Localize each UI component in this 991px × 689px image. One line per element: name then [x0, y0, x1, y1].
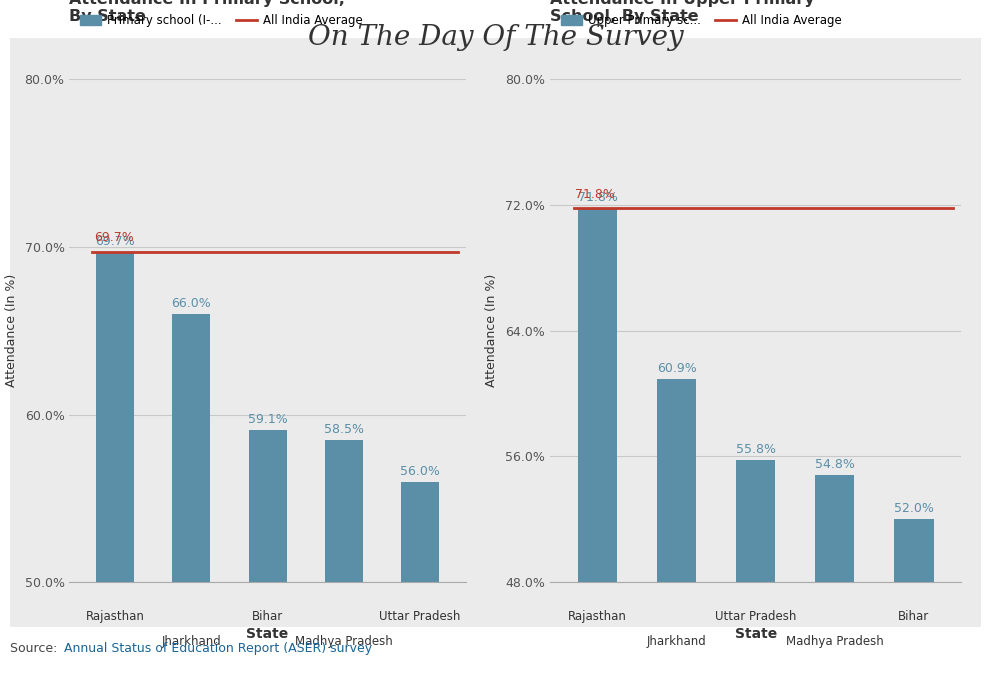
Text: Attendance In Primary School,
By State: Attendance In Primary School, By State: [69, 0, 345, 24]
Text: 66.0%: 66.0%: [171, 297, 211, 310]
Text: 69.7%: 69.7%: [94, 232, 134, 245]
Text: 59.1%: 59.1%: [248, 413, 287, 426]
Bar: [325, 440, 363, 689]
Bar: [657, 380, 697, 689]
Bar: [894, 520, 934, 689]
Bar: [249, 430, 286, 689]
Text: Jharkhand: Jharkhand: [647, 635, 707, 648]
Text: 60.9%: 60.9%: [657, 362, 697, 376]
Text: Source:: Source:: [10, 641, 61, 655]
Text: Rajasthan: Rajasthan: [568, 610, 627, 623]
X-axis label: State: State: [734, 627, 777, 641]
Text: Bihar: Bihar: [252, 610, 283, 623]
Text: Jharkhand: Jharkhand: [162, 635, 221, 648]
Bar: [815, 475, 854, 689]
Text: Madhya Pradesh: Madhya Pradesh: [295, 635, 392, 648]
Text: 52.0%: 52.0%: [894, 502, 934, 515]
Text: 69.7%: 69.7%: [95, 235, 135, 248]
Y-axis label: Attendance (In %): Attendance (In %): [5, 274, 18, 387]
Text: 71.8%: 71.8%: [576, 187, 615, 200]
Text: Rajasthan: Rajasthan: [85, 610, 145, 623]
Text: On The Day Of The Survey: On The Day Of The Survey: [307, 24, 684, 51]
Text: Madhya Pradesh: Madhya Pradesh: [786, 635, 884, 648]
Text: Annual Status of Education Report (ASER) survey: Annual Status of Education Report (ASER)…: [64, 641, 373, 655]
Text: 71.8%: 71.8%: [578, 191, 617, 204]
Text: 58.5%: 58.5%: [324, 422, 364, 435]
Text: Attendance In Upper Primary
School, By State: Attendance In Upper Primary School, By S…: [550, 0, 815, 24]
Text: 54.8%: 54.8%: [815, 458, 854, 471]
Bar: [96, 252, 134, 689]
Legend: Upper Primary sc..., All India Average: Upper Primary sc..., All India Average: [556, 10, 846, 32]
Bar: [401, 482, 439, 689]
Text: Uttar Pradesh: Uttar Pradesh: [715, 610, 797, 623]
Y-axis label: Attendance (In %): Attendance (In %): [486, 274, 498, 387]
Text: Bihar: Bihar: [898, 610, 930, 623]
X-axis label: State: State: [247, 627, 288, 641]
Bar: [172, 314, 210, 689]
Text: 55.8%: 55.8%: [735, 442, 776, 455]
Bar: [578, 208, 617, 689]
Legend: Primary school (I-..., All India Average: Primary school (I-..., All India Average: [75, 10, 368, 32]
Text: 56.0%: 56.0%: [400, 464, 440, 477]
Bar: [736, 460, 775, 689]
Text: Uttar Pradesh: Uttar Pradesh: [380, 610, 461, 623]
